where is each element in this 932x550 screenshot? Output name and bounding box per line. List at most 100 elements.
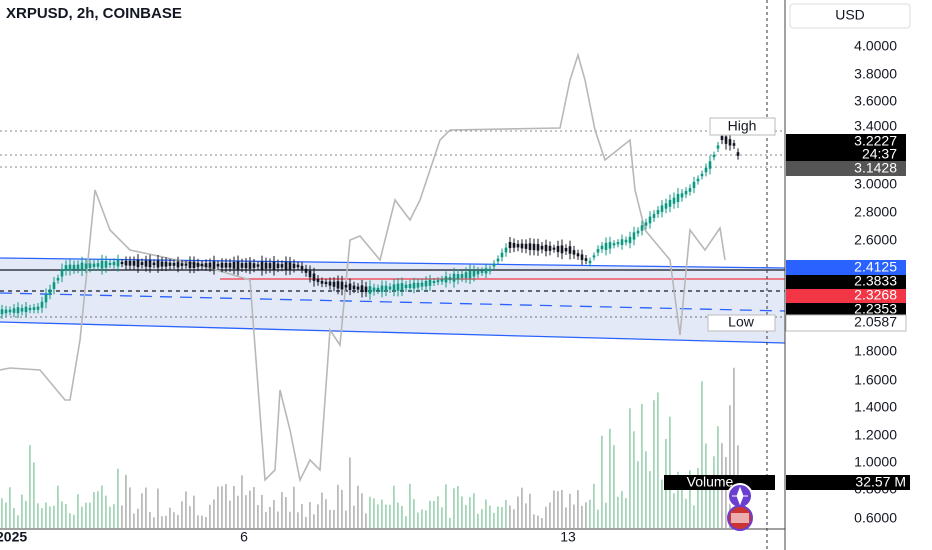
- countdown: 24:37: [862, 146, 897, 162]
- candle-body: [624, 239, 628, 243]
- candle-body: [24, 306, 28, 313]
- candle-body: [260, 261, 264, 270]
- candle-body: [680, 193, 684, 198]
- volume-bar: [433, 500, 435, 528]
- candle-body: [360, 285, 364, 293]
- price-tick-label: 3.6000: [854, 93, 897, 109]
- volume-bar: [161, 516, 163, 528]
- candle-body: [232, 261, 236, 269]
- volume-bar: [1, 498, 3, 528]
- candle-body: [328, 281, 332, 286]
- price-tick-label: 1.6000: [854, 372, 897, 388]
- volume-bar: [417, 512, 419, 528]
- volume-bar: [277, 511, 279, 528]
- volume-bar: [133, 513, 135, 528]
- volume-bar: [413, 499, 415, 528]
- candle-body: [28, 307, 32, 311]
- volume-bar: [429, 500, 431, 528]
- candle-body: [420, 282, 424, 287]
- volume-bar: [317, 504, 319, 528]
- volume-bar: [401, 505, 403, 528]
- candle-body: [144, 260, 148, 267]
- candle-body: [140, 262, 144, 266]
- volume-bar: [237, 495, 239, 528]
- volume-bar: [49, 506, 51, 528]
- volume-bar: [597, 509, 599, 528]
- volume-bar: [5, 502, 7, 528]
- candle-body: [132, 260, 136, 266]
- volume-bar: [213, 499, 215, 528]
- candle-body: [196, 262, 200, 268]
- red-badge: [786, 289, 906, 303]
- volume-bar: [101, 485, 103, 528]
- volume-bar: [105, 495, 107, 528]
- volume-bar: [145, 487, 147, 528]
- volume-bar: [185, 491, 187, 528]
- black-price: 2.3833: [854, 273, 897, 289]
- candle-body: [0, 309, 4, 315]
- candle-body: [708, 161, 712, 169]
- candle-body: [728, 139, 732, 146]
- candle-body: [560, 245, 564, 254]
- candles: [0, 130, 740, 319]
- black-badge: [786, 303, 906, 317]
- candle-body: [156, 260, 160, 268]
- price-tick-label: 2.6000: [854, 232, 897, 248]
- candle-body: [472, 270, 476, 277]
- volume-bar: [37, 503, 39, 528]
- price-tick-label: 3.8000: [854, 66, 897, 82]
- candle-body: [496, 258, 500, 262]
- candle-body: [676, 194, 680, 202]
- volume-bar: [633, 431, 635, 528]
- candle-body: [488, 268, 492, 272]
- candle-body: [580, 254, 584, 260]
- volume-bar: [281, 492, 283, 528]
- candle-body: [572, 250, 576, 255]
- candle-body: [300, 265, 304, 270]
- volume-bar: [313, 514, 315, 528]
- candle-body: [672, 197, 676, 204]
- volume-bar: [221, 486, 223, 528]
- candle-body: [16, 307, 20, 314]
- volume-bar: [241, 475, 243, 528]
- currency-box[interactable]: [789, 3, 911, 29]
- volume-bar: [393, 485, 395, 528]
- candle-body: [276, 263, 280, 268]
- candle-body: [660, 205, 664, 212]
- price-tick-label: 3.4000: [854, 118, 897, 134]
- candle-body: [340, 281, 344, 290]
- volume-bar: [493, 512, 495, 528]
- price-tick-label: 4.0000: [854, 38, 897, 54]
- volume-bar: [357, 485, 359, 528]
- volume-bar: [521, 487, 523, 528]
- candle-body: [404, 284, 408, 289]
- candle-body: [372, 287, 376, 292]
- candle-body: [460, 274, 464, 278]
- time-label: 13: [560, 529, 576, 545]
- candle-body: [444, 276, 448, 283]
- volume-bar: [165, 515, 167, 528]
- volume-bar: [69, 513, 71, 528]
- candle-body: [168, 262, 172, 266]
- volume-bar: [225, 484, 227, 528]
- volume-bar: [349, 457, 351, 528]
- volume-bar: [117, 468, 119, 528]
- volume-bar: [645, 451, 647, 528]
- candle-body: [504, 247, 508, 253]
- candle-body: [616, 242, 620, 245]
- volume-bar: [553, 490, 555, 528]
- volume-bar: [81, 506, 83, 528]
- volume-bar: [425, 510, 427, 528]
- candle-body: [612, 243, 616, 246]
- candle-body: [192, 261, 196, 269]
- candle-body: [388, 286, 392, 290]
- candle-body: [416, 282, 420, 288]
- candle-body: [268, 263, 272, 269]
- volume-bar: [181, 501, 183, 528]
- blue-badge: [786, 260, 906, 275]
- volume-bar: [653, 400, 655, 528]
- volume-bar: [517, 496, 519, 528]
- candle-body: [688, 188, 692, 192]
- volume-bar: [713, 456, 715, 528]
- currency[interactable]: USD: [835, 7, 865, 23]
